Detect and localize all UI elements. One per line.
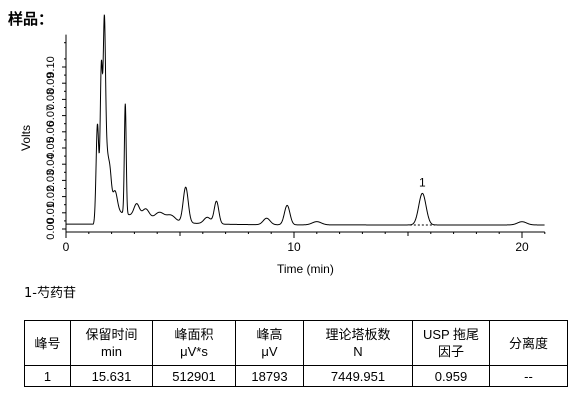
header-line: min: [101, 344, 122, 359]
table-cell: 18793: [235, 365, 304, 387]
table-cell: 0.959: [412, 365, 490, 387]
table-cell: 1: [24, 365, 71, 387]
y-tick-label: 0.06: [45, 121, 57, 142]
y-tick-label: 0.00: [45, 218, 57, 239]
table-header-row: 峰号 保留时间 min 峰面积 μV*s 峰高 μV 理论塔板数 N USP 拖…: [24, 320, 568, 366]
chromatogram-chart: 0.000.010.020.030.040.050.060.070.080.09…: [19, 14, 546, 276]
x-tick-label: 20: [515, 240, 529, 254]
header-line: μV*s: [180, 344, 208, 359]
header-line: 因子: [437, 344, 464, 359]
x-tick-label: 0: [63, 240, 70, 254]
y-tick-label: 0.01: [45, 202, 57, 223]
header-line: 峰高: [256, 327, 283, 342]
table-cell: --: [489, 365, 568, 387]
col-retention-time: 保留时间 min: [70, 320, 153, 366]
y-tick-label: 0.03: [45, 170, 57, 191]
y-tick-label: 0.08: [45, 89, 57, 110]
header-line: USP 拖尾: [422, 327, 480, 342]
col-tailing-factor: USP 拖尾 因子: [412, 320, 490, 366]
col-peak-height: 峰高 μV: [235, 320, 304, 366]
col-peak-area: 峰面积 μV*s: [152, 320, 236, 366]
table-cell: 512901: [152, 365, 236, 387]
x-tick-label: 10: [287, 240, 301, 254]
header-line: 峰号: [34, 335, 61, 351]
header-line: μV: [261, 344, 278, 359]
y-tick-label: 0.02: [45, 186, 57, 207]
col-peak-no: 峰号: [24, 320, 71, 366]
y-tick-label: 0.10: [45, 56, 57, 77]
plot-layer: 0.000.010.020.030.040.050.060.070.080.09…: [19, 14, 546, 276]
table-cell: 7449.951: [303, 365, 413, 387]
col-plate-count: 理论塔板数 N: [303, 320, 413, 366]
peak-label: 1: [419, 175, 426, 189]
table-row: 1 15.631 512901 18793 7449.951 0.959 --: [24, 365, 568, 387]
y-tick-label: 0.07: [45, 105, 57, 126]
results-table: 峰号 保留时间 min 峰面积 μV*s 峰高 μV 理论塔板数 N USP 拖…: [24, 320, 568, 387]
col-resolution: 分离度: [489, 320, 568, 366]
header-line: 保留时间: [85, 327, 138, 342]
header-line: 理论塔板数: [325, 327, 391, 342]
peak-note: 1-芍药苷: [24, 286, 76, 301]
x-axis-label: Time (min): [277, 262, 334, 276]
y-axis-label: Volts: [19, 125, 33, 151]
header-line: 分离度: [508, 335, 548, 351]
table-cell: 15.631: [70, 365, 153, 387]
header-line: 峰面积: [174, 327, 214, 342]
y-tick-label: 0.04: [45, 153, 57, 174]
header-line: N: [353, 344, 363, 359]
sample-heading: 样品：: [8, 10, 54, 28]
chromatogram-trace: [66, 14, 545, 226]
y-tick-label: 0.05: [45, 137, 57, 158]
y-tick-label: 0.09: [45, 72, 57, 93]
